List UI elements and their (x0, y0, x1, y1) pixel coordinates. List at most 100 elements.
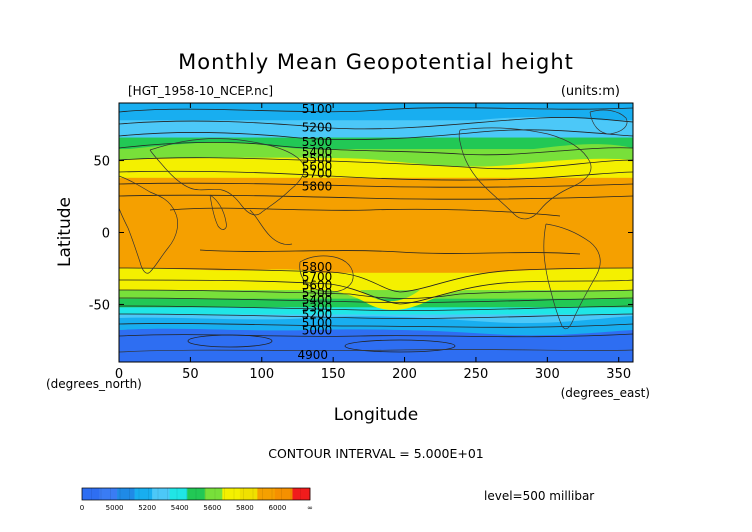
colorbar-label: 0 (80, 504, 84, 512)
colorbar-segment (187, 488, 206, 500)
isoline-3 (119, 129, 633, 141)
y-axis-ticks: 50 0 -50 (89, 155, 633, 313)
coast-australia (299, 255, 354, 293)
contour-labels: 5100520053005400550056005700580058005700… (297, 102, 333, 362)
colorbar-label: 5400 (171, 504, 189, 512)
wave-cyan-north (119, 117, 633, 137)
x-axis-ticks: 0 50 100 150 200 250 300 350 (115, 103, 631, 382)
colorbar-segment (169, 488, 188, 500)
isoline-10 (199, 249, 581, 255)
contour-label-0: 5100 (302, 102, 333, 116)
y-tick-label: -50 (89, 298, 110, 313)
contour-label-7: 5800 (302, 179, 333, 193)
contour-label-1: 5200 (302, 120, 333, 134)
colorbar-segment (99, 488, 118, 500)
colorbar-label: ∞ (307, 504, 313, 512)
units-label: (units:m) (561, 84, 620, 99)
colorbar-label: 5600 (203, 504, 221, 512)
contour-label-11: 5500 (302, 286, 333, 300)
coast-south-america (543, 223, 601, 330)
plot-area: 5100520053005400550056005700580058005700… (119, 102, 633, 362)
contour-label-16: 5000 (302, 323, 333, 337)
low-center-south-east (344, 339, 456, 353)
y-axis-label: Latitude (55, 197, 75, 267)
colorbar-segment (117, 488, 135, 500)
contour-label-13: 5300 (302, 300, 333, 314)
zonal-band-9 (119, 307, 633, 316)
isoline-13 (119, 289, 633, 299)
wave-yellow-pacific (119, 268, 633, 311)
contour-label-12: 5400 (302, 293, 333, 307)
isoline-8 (119, 194, 633, 200)
colorbar-segment (292, 488, 311, 500)
coastlines (119, 109, 633, 353)
isoline-5 (119, 157, 633, 170)
isoline-4 (119, 141, 633, 156)
colorbar-segment (257, 488, 276, 500)
colorbar-segment (82, 488, 100, 500)
contour-label-8: 5800 (302, 260, 333, 274)
x-tick-label: 200 (392, 367, 417, 382)
x-tick-label: 350 (606, 367, 631, 382)
isoline-7 (119, 182, 633, 188)
zonal-band-5 (119, 177, 633, 274)
y-axis-unit-note: (degrees_north) (46, 377, 142, 391)
contour-label-3: 5400 (302, 145, 333, 159)
isoline-1 (119, 107, 633, 113)
colorbar-segment (152, 488, 170, 500)
contour-label-15: 5100 (302, 316, 333, 330)
isoline-14 (119, 297, 633, 303)
x-tick-label: 0 (115, 367, 123, 382)
colorbar-labels: 0 5000 5200 5400 5600 5800 6000 ∞ (80, 504, 313, 512)
contour-label-14: 5200 (302, 308, 333, 322)
isoline-18 (119, 333, 633, 338)
isoline-11 (119, 267, 633, 293)
zonal-band-7 (119, 290, 633, 300)
level-label: level=500 millibar (484, 489, 594, 503)
isoline-12 (119, 279, 633, 305)
contour-label-17: 4900 (297, 348, 328, 362)
file-label: [HGT_1958-10_NCEP.nc] (128, 84, 273, 98)
contour-label-10: 5600 (302, 279, 333, 293)
y-tick-label: 0 (102, 227, 110, 242)
isoline-6 (119, 170, 633, 181)
isoline-16 (119, 313, 633, 319)
coast-se-asia (249, 209, 293, 245)
low-center-south (187, 334, 273, 348)
contour-label-4: 5500 (302, 152, 333, 166)
contour-label-5: 5600 (302, 159, 333, 173)
x-tick-label: 300 (535, 367, 560, 382)
colorbar-label: 5200 (138, 504, 156, 512)
isoline-15 (119, 305, 633, 311)
colorbar-label: 5800 (236, 504, 254, 512)
colorbar-frame (81, 487, 311, 501)
coast-india (209, 194, 227, 230)
coast-greenland (589, 109, 628, 135)
x-axis-label: Longitude (334, 405, 419, 425)
x-axis-unit-note: (degrees_east) (561, 386, 650, 400)
y-tick-label: 50 (93, 155, 110, 170)
coast-africa-europe (119, 175, 178, 274)
colorbar-segment (274, 488, 293, 500)
colorbar-segment (222, 488, 241, 500)
colorbar-label: 6000 (269, 504, 287, 512)
x-tick-label: 100 (249, 367, 274, 382)
isoline-2 (119, 117, 633, 130)
colorbar (81, 487, 311, 501)
isoline-9 (169, 207, 561, 217)
x-tick-label: 150 (321, 367, 346, 382)
isolines (119, 107, 633, 353)
contour-label-6: 5700 (302, 167, 333, 181)
colorbar-label: 5000 (106, 504, 124, 512)
zonal-band-0 (119, 103, 633, 121)
coast-antarctica (119, 349, 633, 353)
contour-label-2: 5300 (302, 135, 333, 149)
coast-eurasia (149, 138, 305, 216)
contour-label-9: 5700 (302, 270, 333, 284)
coast-north-america (458, 127, 592, 220)
isoline-17 (119, 323, 633, 328)
chart-title: Monthly Mean Geopotential height (178, 50, 574, 74)
x-tick-label: 50 (182, 367, 199, 382)
wave-green-north (119, 142, 633, 167)
